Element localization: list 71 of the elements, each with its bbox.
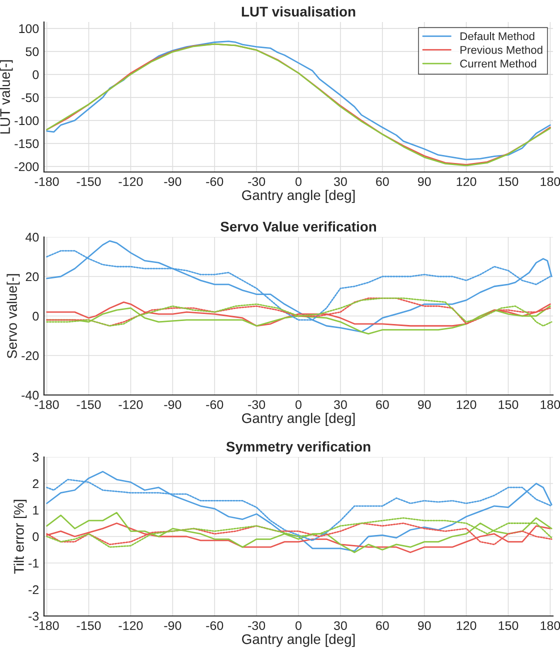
x-axis-title: Gantry angle [deg] (242, 634, 355, 647)
x-tick-label: 60 (376, 177, 389, 186)
y-tick-label: -50 (22, 93, 39, 102)
y-axis-title: Tilt error [%] (14, 500, 27, 574)
x-tick-label: -30 (248, 621, 266, 630)
x-tick-label: 90 (418, 621, 431, 630)
x-tick-label: 90 (418, 400, 431, 410)
x-tick-label: 90 (418, 177, 431, 186)
y-axis-title: LUT value[-] (0, 60, 13, 134)
y-tick-label: 1 (33, 506, 39, 515)
x-tick-label: -30 (248, 400, 266, 410)
x-tick-label: -180 (34, 177, 59, 186)
y-tick-label: -20 (22, 351, 39, 360)
x-tick-label: 150 (498, 177, 518, 186)
y-tick-label: -100 (14, 116, 39, 126)
x-tick-label: 0 (296, 400, 302, 410)
x-tick-label: -150 (76, 621, 101, 630)
chart-title: Servo Value verification (220, 221, 376, 232)
legend-label: Default Method (460, 32, 534, 40)
x-tick-label: -90 (164, 177, 182, 186)
x-tick-label: -120 (118, 621, 143, 630)
x-tick-label: 0 (296, 621, 302, 630)
y-tick-label: 50 (26, 47, 39, 56)
y-tick-label: -3 (28, 612, 39, 621)
line-series (46, 512, 552, 554)
x-tick-label: 30 (334, 177, 347, 186)
chart-title: Symmetry verification (226, 441, 370, 454)
x-tick-label: -90 (164, 621, 182, 630)
x-axis-title: Gantry angle [deg] (242, 190, 355, 203)
y-tick-label: 3 (32, 452, 39, 462)
x-tick-label: -60 (206, 177, 224, 186)
x-tick-label: -150 (76, 400, 101, 410)
y-tick-label: 100 (19, 24, 39, 34)
y-tick-label: -200 (14, 162, 39, 172)
legend-label: Previous Method (460, 46, 542, 54)
y-tick-label: -2 (28, 585, 39, 594)
legend-label: Current Method (460, 59, 536, 68)
x-tick-label: 60 (376, 400, 389, 410)
x-tick-label: -180 (34, 621, 59, 630)
x-tick-label: 180 (540, 400, 560, 410)
chart-title: LUT visualisation (242, 6, 356, 17)
x-tick-label: -120 (118, 400, 143, 410)
y-tick-label: -1 (28, 558, 39, 568)
y-axis-title: Servo value[-] (6, 274, 20, 358)
y-tick-label: 40 (26, 232, 39, 242)
x-tick-label: -60 (206, 621, 224, 630)
x-tick-label: -180 (34, 400, 59, 410)
y-tick-label: 0 (32, 70, 39, 80)
y-tick-label: -40 (22, 390, 39, 400)
x-tick-label: -60 (206, 400, 224, 410)
x-tick-label: 120 (456, 177, 476, 186)
y-tick-label: 20 (26, 272, 39, 282)
x-tick-label: 120 (456, 621, 476, 630)
x-tick-label: -150 (76, 177, 101, 186)
x-tick-label: 0 (296, 177, 302, 186)
x-tick-label: -120 (118, 177, 143, 186)
x-tick-label: -30 (248, 177, 266, 186)
y-tick-label: 2 (32, 479, 39, 488)
y-tick-label: 0 (32, 312, 39, 321)
x-tick-label: 180 (540, 621, 560, 630)
x-tick-label: -90 (164, 400, 182, 410)
x-tick-label: 150 (498, 400, 518, 410)
x-tick-label: 120 (456, 400, 476, 410)
x-tick-label: 30 (334, 400, 347, 410)
x-tick-label: 180 (540, 177, 560, 186)
x-tick-label: 150 (498, 621, 518, 630)
x-tick-label: 60 (376, 621, 389, 630)
x-axis-title: Gantry angle [deg] (242, 412, 355, 426)
x-tick-label: 30 (334, 621, 347, 630)
y-tick-label: -150 (14, 139, 39, 148)
y-tick-label: 0 (32, 532, 39, 542)
